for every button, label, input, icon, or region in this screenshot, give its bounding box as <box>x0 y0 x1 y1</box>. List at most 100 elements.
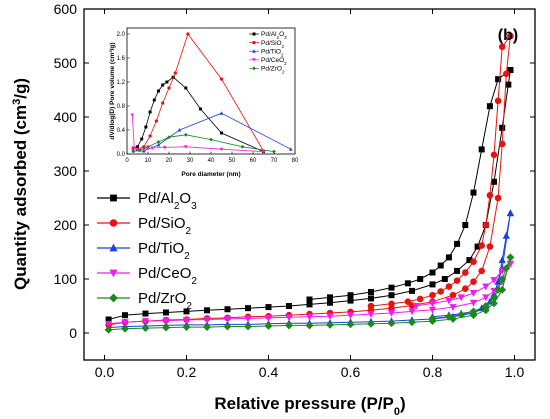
series-1 <box>105 67 514 323</box>
desorption-point <box>462 222 469 228</box>
desorption-point <box>506 253 515 262</box>
inset-y-tick-label: 2.0 <box>117 32 126 38</box>
inset-legend-label: Pd/SiO2 <box>261 40 285 49</box>
desorption-point <box>368 288 374 295</box>
inset-point <box>131 149 136 153</box>
adsorption-point <box>162 323 170 332</box>
adsorption-point <box>408 318 416 327</box>
inset-y-axis-title: dV/dlog(D) Pore volume (cm³/g) <box>109 42 116 139</box>
legend-label: Pd/ZrO2 <box>138 290 192 312</box>
desorption-point <box>495 76 502 83</box>
x-tick-label: 1.0 <box>505 364 525 380</box>
inset-x-tick-label: 0 <box>125 158 129 164</box>
adsorption-point <box>203 323 211 331</box>
inset-x-axis-title: Pore diameter (nm) <box>181 171 240 178</box>
desorption-point <box>453 277 461 284</box>
adsorption-point <box>326 313 334 321</box>
desorption-point <box>494 285 502 294</box>
adsorption-point <box>469 299 478 307</box>
desorption-point <box>445 254 452 261</box>
inset-legend-label: Pd/TiO2 <box>261 48 284 57</box>
inset-point <box>177 128 182 132</box>
y-tick-label: 600 <box>54 1 78 17</box>
inset-point <box>136 145 139 149</box>
x-axis-title: Relative pressure (P/P0) <box>214 394 405 418</box>
desorption-point <box>498 43 506 51</box>
desorption-point <box>498 275 507 283</box>
inset-point <box>156 143 161 147</box>
adsorption-point <box>503 70 510 78</box>
inset-x-tick-label: 10 <box>145 158 152 164</box>
inset-point <box>135 147 140 152</box>
y-axis-title: Quantity adsorbed (cm3/g) <box>11 78 30 290</box>
adsorption-point <box>285 314 293 322</box>
adsorption-point <box>223 322 232 331</box>
adsorption-line <box>108 35 511 326</box>
desorption-point <box>347 292 354 299</box>
main-legend: Pd/Al2O3 Pd/SiO2 Pd/TiO2 Pd/CeO2 Pd/ZrO2 <box>97 190 197 312</box>
desorption-point <box>462 269 469 276</box>
inset-point <box>219 77 224 81</box>
desorption-point <box>481 302 490 310</box>
adsorption-point <box>183 308 190 315</box>
adsorption-point <box>203 316 211 324</box>
y-tick-label: 500 <box>54 55 78 71</box>
adsorption-point <box>306 301 313 308</box>
inset-point <box>219 111 224 115</box>
inset-x-tick-label: 20 <box>166 158 173 164</box>
legend-marker <box>109 243 118 252</box>
inset-y-tick-label: 0.0 <box>117 152 126 158</box>
adsorption-point <box>163 309 169 316</box>
adsorption-point <box>454 267 461 274</box>
desorption-point <box>507 67 514 74</box>
inset-point <box>219 147 224 152</box>
inset-point <box>186 32 190 36</box>
inset-legend-marker <box>252 49 256 53</box>
desorption-point <box>445 283 453 290</box>
inset-x-axis: 0 10 20 30 40 50 60 70 80 <box>125 151 299 164</box>
inset-legend-marker <box>252 66 256 71</box>
desorption-point <box>412 303 420 310</box>
desorption-point <box>486 192 494 199</box>
adsorption-point <box>141 318 150 326</box>
inset-series-layer <box>130 32 293 154</box>
legend-label: Pd/CeO2 <box>138 265 197 287</box>
x-tick-label: 0.0 <box>95 364 115 380</box>
adsorption-point <box>264 322 273 330</box>
adsorption-point <box>441 276 448 282</box>
legend-item: Pd/SiO2 <box>97 215 192 237</box>
legend-marker <box>109 219 118 227</box>
adsorption-point <box>494 194 502 202</box>
main-x-axis: 0.0 0.2 0.4 0.6 0.8 1.0 <box>95 9 525 380</box>
desorption-point <box>498 256 506 264</box>
inset-x-tick-label: 50 <box>229 158 236 164</box>
adsorption-point <box>387 310 396 317</box>
desorption-point <box>507 32 514 40</box>
desorption-point <box>454 240 461 247</box>
inset-point <box>163 145 167 150</box>
desorption-point <box>429 269 436 276</box>
x-tick-label: 0.6 <box>341 364 361 380</box>
inset-point <box>150 146 154 150</box>
inset-legend-item: Pd/TiO2 <box>249 48 284 57</box>
adsorption-point <box>265 304 272 311</box>
adsorption-point <box>474 243 481 250</box>
inset-legend-marker <box>252 32 256 36</box>
inset-point <box>261 150 266 154</box>
x-tick-label: 0.2 <box>177 364 197 380</box>
inset-y-tick-label: 1.2 <box>117 80 126 86</box>
desorption-point <box>327 294 333 301</box>
inset-point <box>156 140 161 144</box>
adsorption-point <box>182 317 191 324</box>
adsorption-point <box>498 140 506 148</box>
inset-y-axis: 0.0 0.4 0.8 1.2 1.6 2.0 <box>117 32 130 158</box>
legend-marker <box>109 293 118 303</box>
desorption-point <box>416 295 424 303</box>
desorption-line <box>309 69 511 300</box>
desorption-point <box>388 300 395 308</box>
adsorption-point <box>470 278 477 286</box>
adsorption-point <box>449 291 457 299</box>
inset-y-tick-label: 1.6 <box>117 56 126 62</box>
inset-legend-marker <box>252 40 256 45</box>
inset-point <box>184 145 188 149</box>
